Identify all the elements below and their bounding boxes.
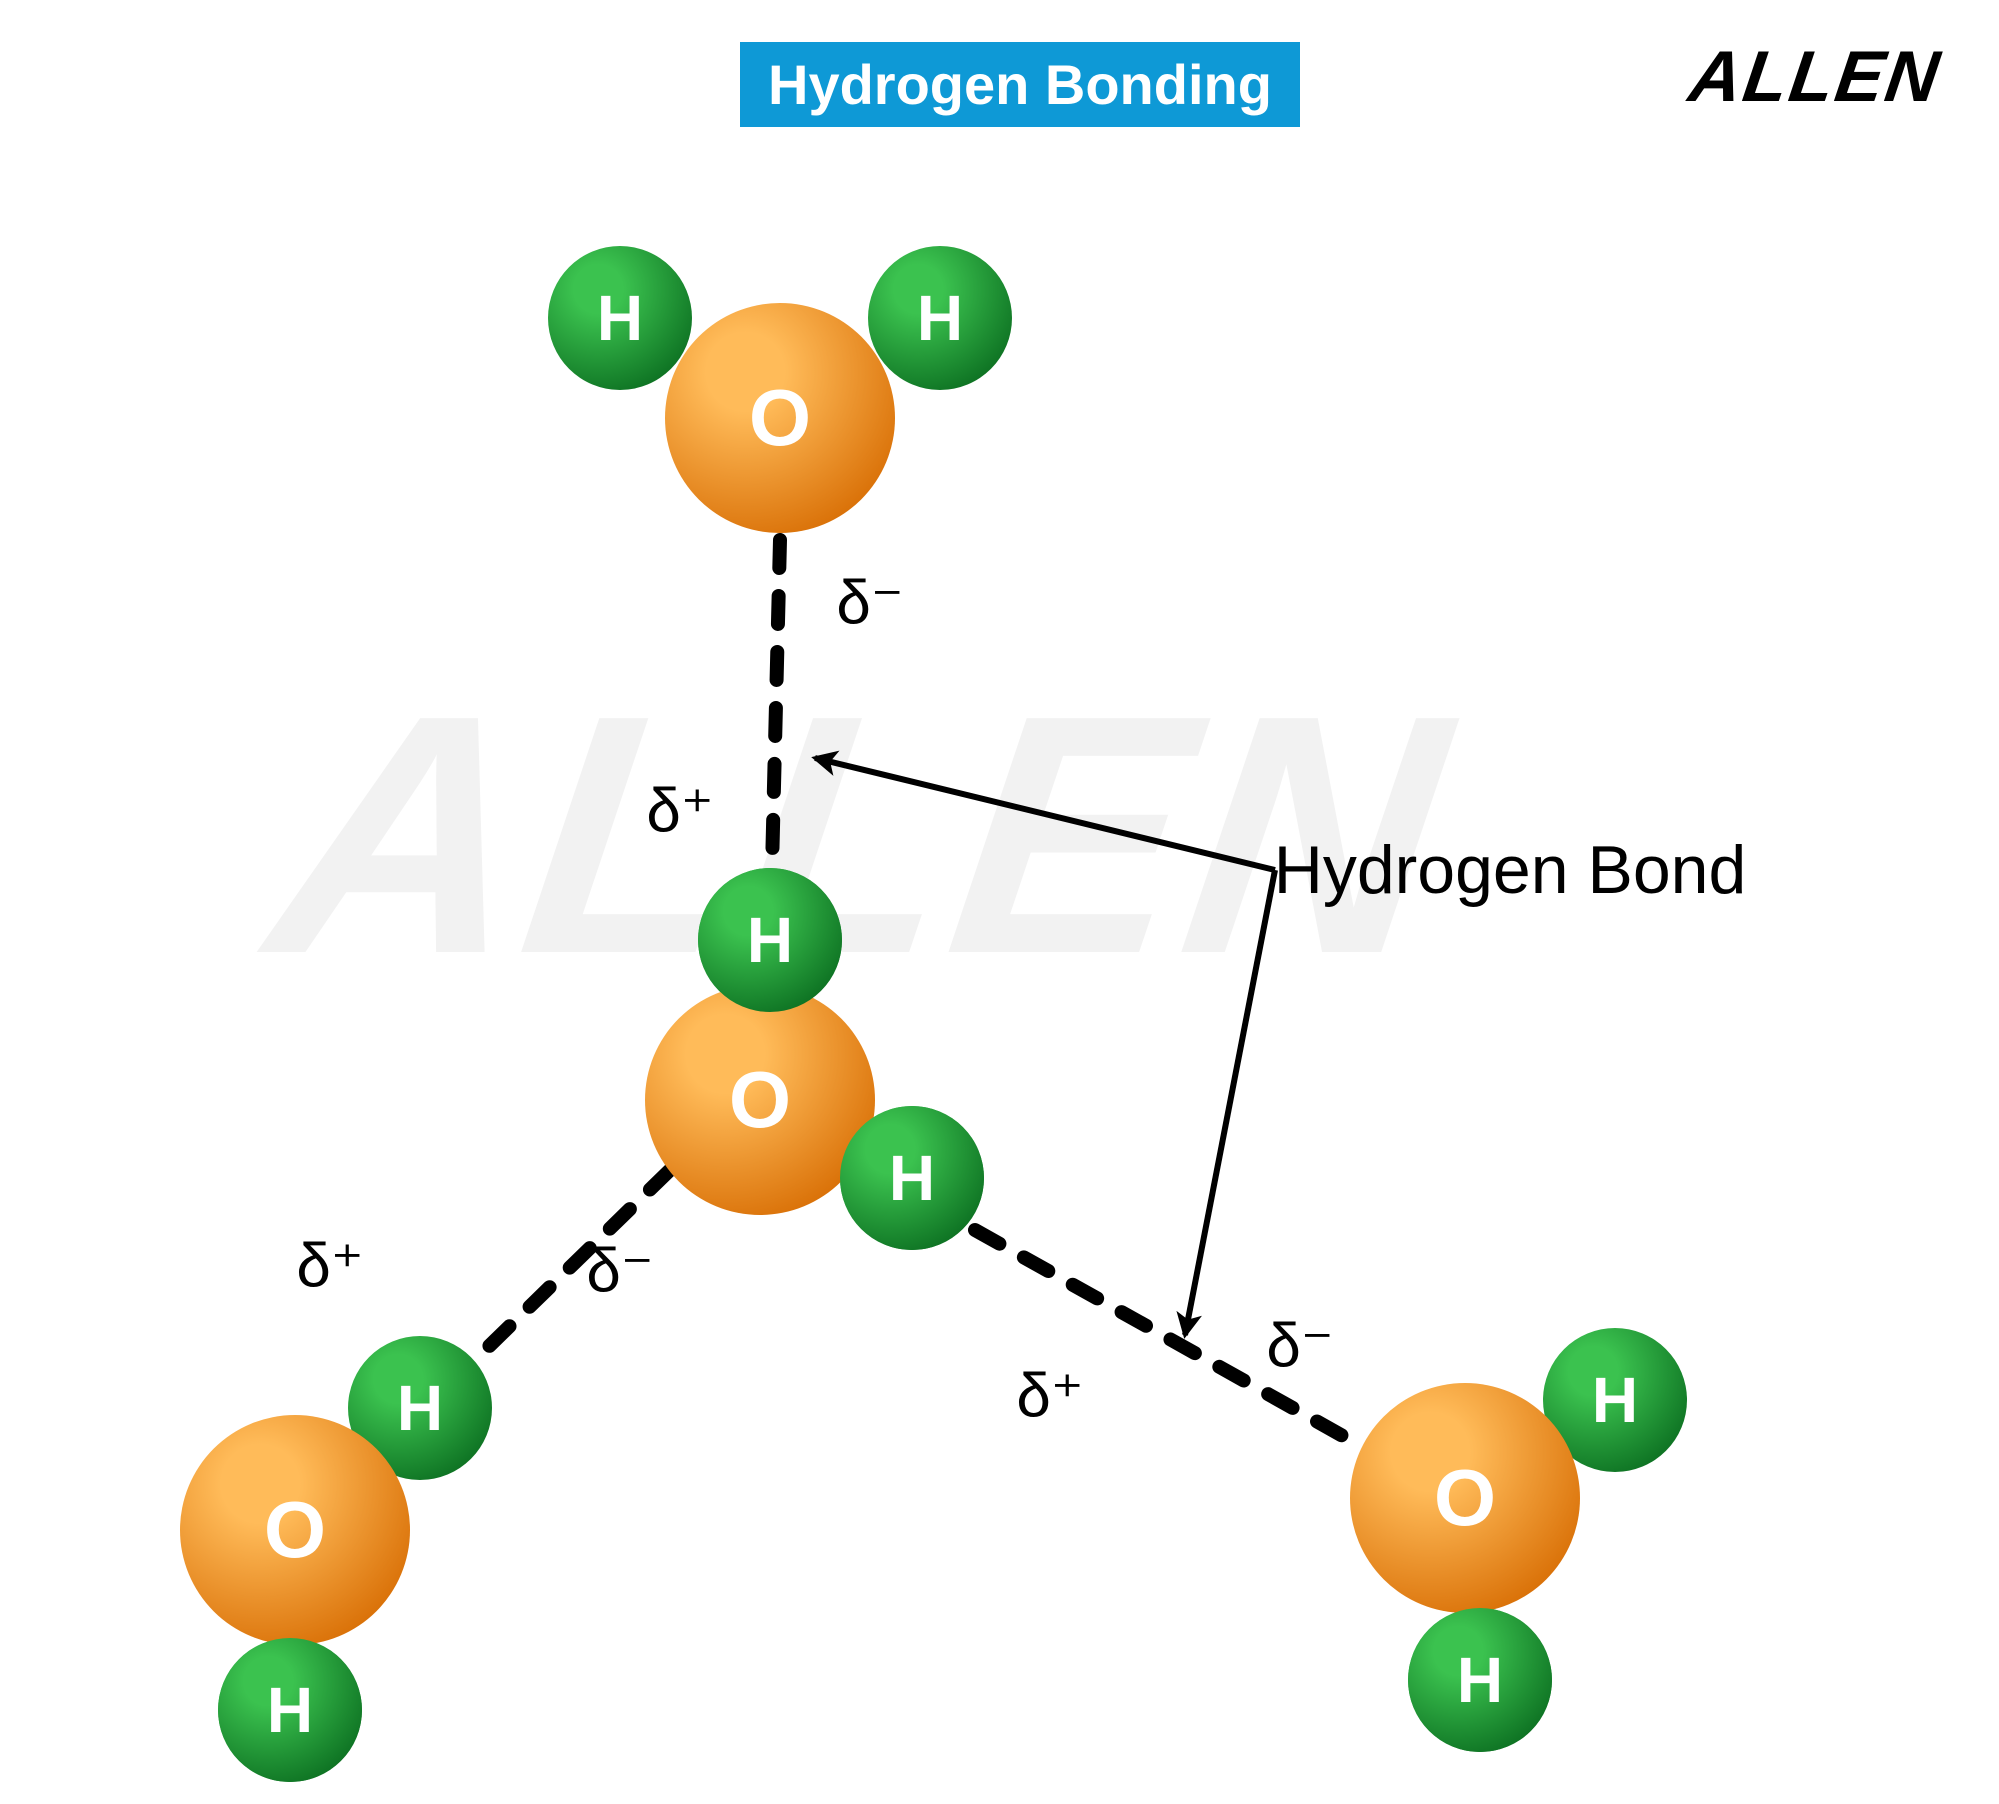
charge-label: δ⁺ [1016, 1359, 1083, 1432]
title-badge: Hydrogen Bonding [740, 42, 1300, 127]
brand-logo: ALLEN [1684, 36, 1946, 118]
annotation-arrow [815, 758, 1275, 870]
hydrogen-atom: H [548, 246, 692, 390]
hydrogen-atom: H [840, 1106, 984, 1250]
charge-label: δ⁺ [296, 1229, 363, 1302]
oxygen-atom: O [665, 303, 895, 533]
hydrogen-bond-line [772, 540, 780, 868]
oxygen-atom: O [180, 1415, 410, 1645]
oxygen-atom: O [1350, 1383, 1580, 1613]
charge-label: δ⁻ [836, 566, 903, 639]
hydrogen-atom: H [218, 1638, 362, 1782]
hydrogen-atom: H [1408, 1608, 1552, 1752]
annotation-arrow [1185, 870, 1275, 1335]
charge-label: δ⁻ [586, 1234, 653, 1307]
hydrogen-bond-label: Hydrogen Bond [1274, 831, 1747, 909]
hydrogen-atom: H [698, 868, 842, 1012]
hydrogen-atom: H [868, 246, 1012, 390]
charge-label: δ⁻ [1266, 1309, 1333, 1382]
charge-label: δ⁺ [646, 774, 713, 847]
